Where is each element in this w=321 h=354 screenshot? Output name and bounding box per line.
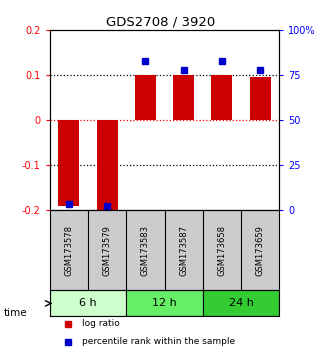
Bar <box>173 75 194 120</box>
Text: GSM173587: GSM173587 <box>179 225 188 276</box>
Text: log ratio: log ratio <box>82 319 120 329</box>
Bar <box>203 290 279 316</box>
Text: percentile rank within the sample: percentile rank within the sample <box>82 337 235 346</box>
Text: GSM173578: GSM173578 <box>65 225 74 276</box>
Text: GDS2708 / 3920: GDS2708 / 3920 <box>106 16 215 29</box>
Text: GSM173583: GSM173583 <box>141 225 150 276</box>
Bar <box>126 290 203 316</box>
Text: GSM173658: GSM173658 <box>217 225 226 276</box>
Bar <box>135 75 156 120</box>
Text: GSM173659: GSM173659 <box>256 225 265 276</box>
Text: GSM173579: GSM173579 <box>103 225 112 276</box>
Text: 6 h: 6 h <box>79 298 97 308</box>
Bar <box>58 120 79 206</box>
Bar <box>97 120 118 210</box>
Bar <box>211 75 232 120</box>
Text: 24 h: 24 h <box>229 298 254 308</box>
Text: time: time <box>3 308 27 318</box>
Bar <box>250 78 271 120</box>
Text: 12 h: 12 h <box>152 298 177 308</box>
Bar <box>50 290 126 316</box>
